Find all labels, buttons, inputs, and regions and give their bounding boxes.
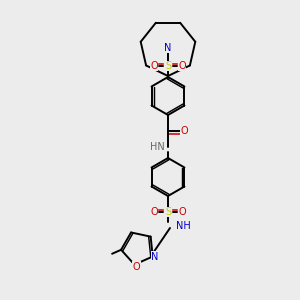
Text: O: O — [133, 262, 140, 272]
Text: O: O — [150, 207, 158, 217]
Text: N: N — [164, 43, 172, 53]
Text: O: O — [180, 126, 188, 136]
Text: O: O — [178, 207, 186, 217]
Text: N: N — [151, 251, 158, 262]
Text: O: O — [178, 61, 186, 71]
Text: O: O — [150, 61, 158, 71]
Text: HN: HN — [150, 142, 165, 152]
Text: NH: NH — [176, 221, 191, 231]
Text: S: S — [165, 207, 171, 217]
Text: S: S — [165, 61, 171, 71]
